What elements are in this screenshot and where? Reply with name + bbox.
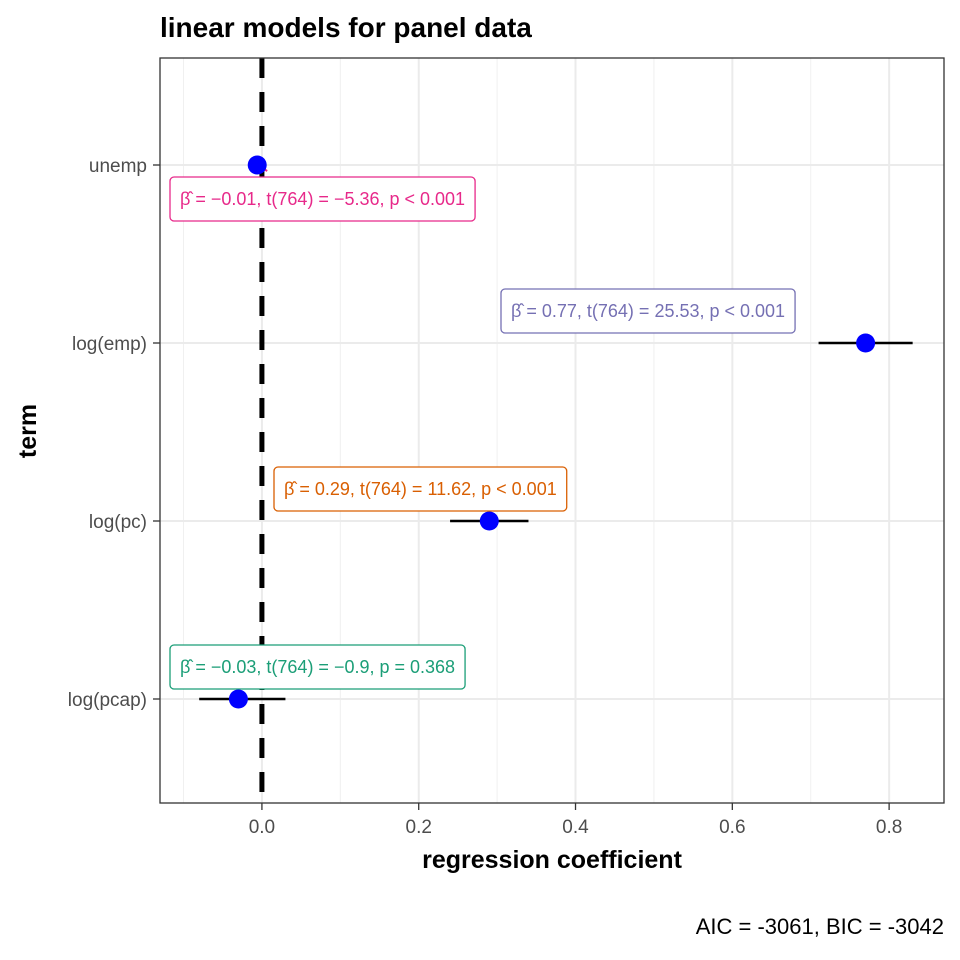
x-tick-label: 0.6 (719, 817, 745, 838)
x-tick-label: 0.4 (562, 817, 589, 838)
estimate-point (856, 333, 876, 353)
y-axis-title: term (14, 404, 42, 458)
panel-background (160, 58, 944, 803)
caption: AIC = -3061, BIC = -3042 (696, 914, 944, 939)
y-tick-label: log(emp) (72, 334, 147, 355)
coefficient-label-box (169, 176, 476, 222)
estimate-point (479, 511, 499, 531)
x-tick-label: 0.2 (406, 817, 432, 838)
coefficient-label-box (169, 644, 466, 690)
annotations: β̂ = −0.01, t(764) = −5.36, p < 0.001 β̂ … (169, 176, 796, 690)
axes: 0.0 0.2 0.4 0.6 0.8 unemp log(emp) log(pc) log(p… (68, 156, 903, 838)
coefficient-label-box (500, 288, 796, 334)
estimate-point (247, 155, 267, 175)
coefficient-label: β̂ = 0.29, t(764) = 11.62, p < 0.001 (273, 466, 568, 512)
y-tick-label: log(pc) (89, 512, 147, 533)
coefficient-label-box (273, 466, 568, 512)
estimate-point (228, 689, 248, 709)
coefficient-label-text: β̂ = 0.29, t(764) = 11.62, p < 0.001 (284, 479, 557, 499)
y-tick-label: log(pcap) (68, 690, 147, 711)
coefficient-label-text: β̂ = −0.03, t(764) = −0.9, p = 0.368 (180, 657, 455, 677)
coefficient-label: β̂ = −0.03, t(764) = −0.9, p = 0.368 (169, 644, 466, 690)
marks (199, 155, 913, 709)
coefficient-label: β̂ = 0.77, t(764) = 25.53, p < 0.001 (500, 288, 796, 334)
grid (160, 58, 944, 803)
x-tick-label: 0.0 (249, 817, 275, 838)
x-axis-title: regression coefficient (422, 846, 682, 874)
coefficient-label-text: β̂ = −0.01, t(764) = −5.36, p < 0.001 (180, 189, 465, 209)
chart-title: linear models for panel data (160, 12, 532, 43)
x-tick-label: 0.8 (876, 817, 902, 838)
y-tick-label: unemp (89, 156, 147, 177)
coefficient-label: β̂ = −0.01, t(764) = −5.36, p < 0.001 (169, 176, 476, 222)
coefficient-label-text: β̂ = 0.77, t(764) = 25.53, p < 0.001 (511, 301, 785, 321)
panel-border (159, 57, 945, 804)
